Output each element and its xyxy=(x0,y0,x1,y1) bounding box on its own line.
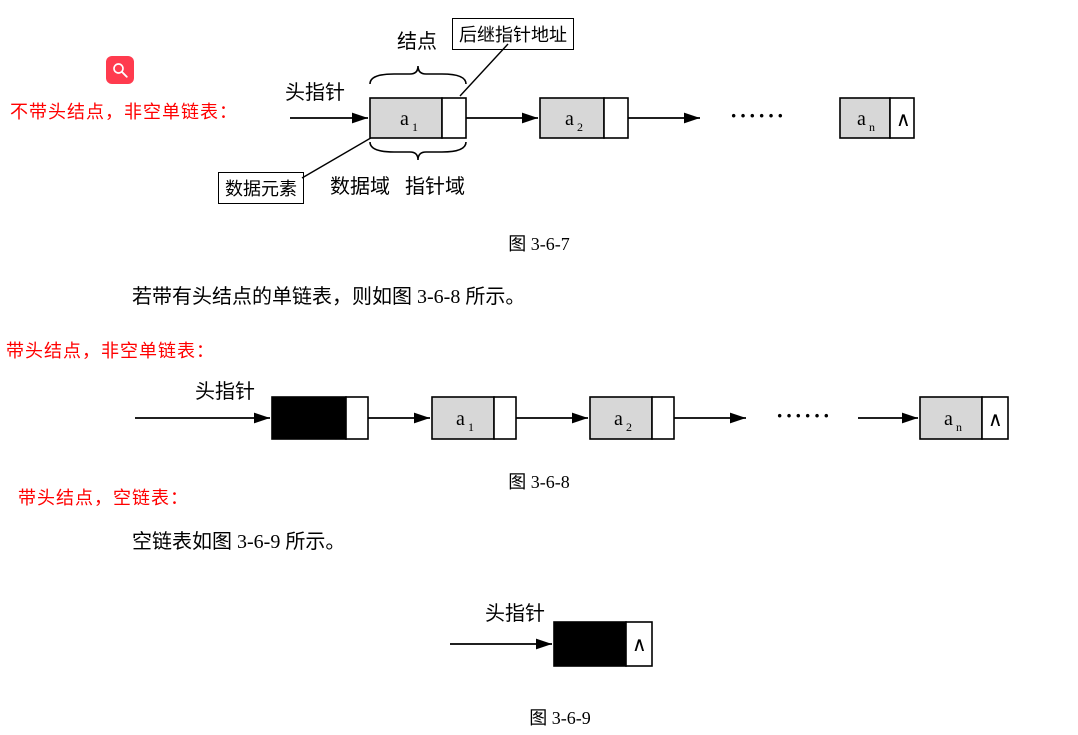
fig9-head-node: ∧ xyxy=(554,622,652,666)
svg-text:∧: ∧ xyxy=(632,634,647,656)
fig9-svg: ∧ xyxy=(0,0,1078,735)
